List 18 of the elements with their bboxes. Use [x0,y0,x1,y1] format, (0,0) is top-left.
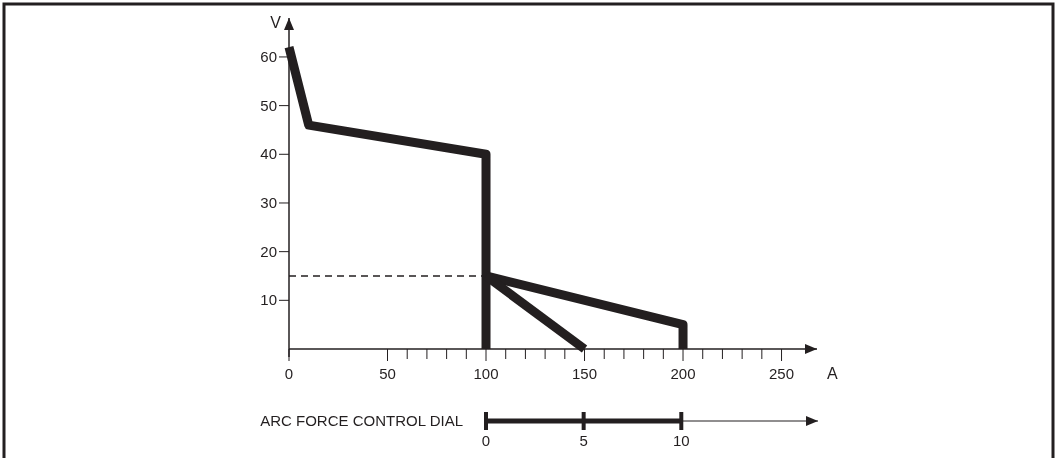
x2-tick-label: 0 [481,432,491,449]
y-tick-label: 50 [260,96,277,114]
x-axis-title: A [827,365,838,382]
x-tick-label: 200 [670,365,696,382]
y-tick-label: 60 [260,47,277,65]
y-tick-label: 30 [260,193,277,211]
x2-axis-title: ARC FORCE CONTROL DIAL [260,412,463,429]
x-tick-label: 50 [379,365,396,382]
x-tick-label: 100 [473,365,499,382]
x-tick-label: 150 [572,365,598,382]
y-tick-label: 20 [260,242,277,260]
x2-tick-label: 5 [579,432,588,449]
x-tick-label: 250 [769,365,795,382]
x-tick-label: 0 [284,365,294,382]
y-tick-label: 40 [260,145,277,163]
y-tick-label: 10 [260,291,277,309]
y-axis-title: V [270,14,282,31]
x2-tick-label: 10 [672,432,690,449]
